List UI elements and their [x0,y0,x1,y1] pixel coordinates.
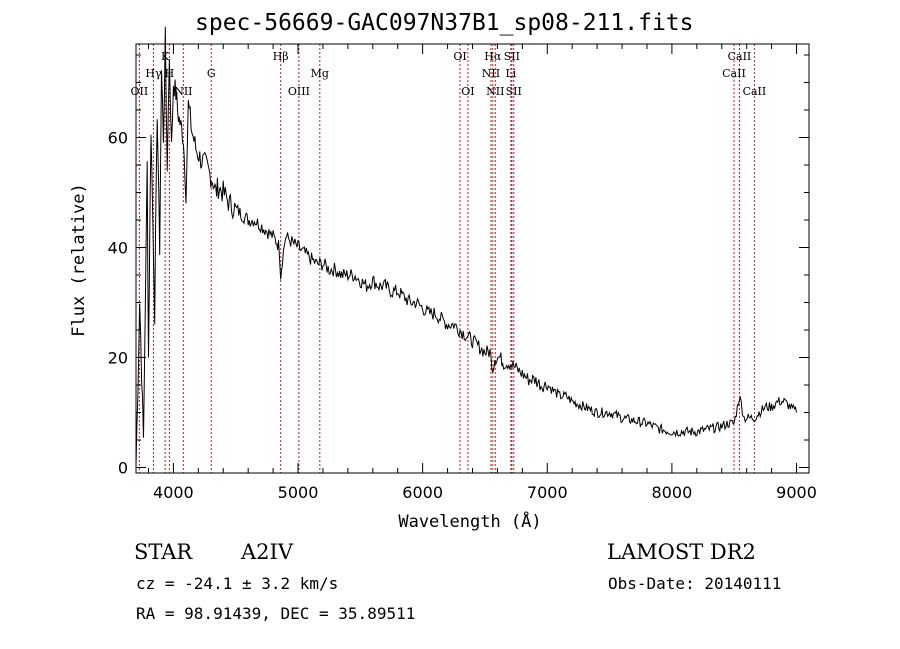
line-label-9: OI [453,50,466,63]
y-axis-ticks: 0 20 40 60 [108,54,809,478]
chart-title: spec-56669-GAC097N37B1_sp08-211.fits [195,10,694,36]
line-label-4: NII [174,85,192,98]
line-label-12: NII [482,67,500,80]
spectral-line-labels: OIIHγKHNIIGHβOIIIMgOIOIHαNIINIISIILiSIIC… [131,50,767,98]
line-label-0: OII [131,85,149,98]
line-label-13: NII [486,85,504,98]
subclass: A2IV [241,540,293,564]
spectrum-line [135,26,797,468]
line-label-19: CaII [743,85,767,98]
line-label-5: G [207,67,216,80]
line-label-10: OI [461,85,474,98]
survey-name: LAMOST DR2 [607,540,756,564]
line-label-8: Mg [311,67,329,80]
x-tick-label-3: 7000 [527,483,568,502]
x-tick-label-1: 5000 [278,483,319,502]
y-tick-label-2: 40 [108,239,128,258]
line-label-7: OIII [288,85,310,98]
x-tick-label-5: 9000 [776,483,817,502]
line-label-17: CaII [722,67,746,80]
y-tick-label-0: 0 [118,459,128,478]
redshift-cz: cz = -24.1 ± 3.2 km/s [136,574,339,593]
x-tick-label-0: 4000 [153,483,194,502]
plot-frame [135,43,810,474]
y-tick-label-1: 20 [108,349,128,368]
line-label-14: SII [504,50,520,63]
obs-date: Obs-Date: 20140111 [608,574,782,593]
y-axis-label: Flux (relative) [69,183,89,337]
y-tick-label-3: 60 [108,129,128,148]
spectral-line-markers [138,44,755,473]
x-tick-label-2: 6000 [402,483,443,502]
line-label-18: CaII [728,50,752,63]
line-label-1: Hγ [145,67,162,80]
x-axis-ticks: 4000 5000 6000 7000 8000 9000 [147,44,817,502]
line-label-11: Hα [484,50,502,63]
object-class: STAR [134,540,193,564]
x-axis-label: Wavelength (Å) [398,510,541,532]
line-label-15: Li [505,67,516,80]
x-tick-label-4: 8000 [652,483,693,502]
coordinates: RA = 98.91439, DEC = 35.89511 [136,604,416,623]
line-label-6: Hβ [273,50,289,63]
line-label-16: SII [506,85,522,98]
